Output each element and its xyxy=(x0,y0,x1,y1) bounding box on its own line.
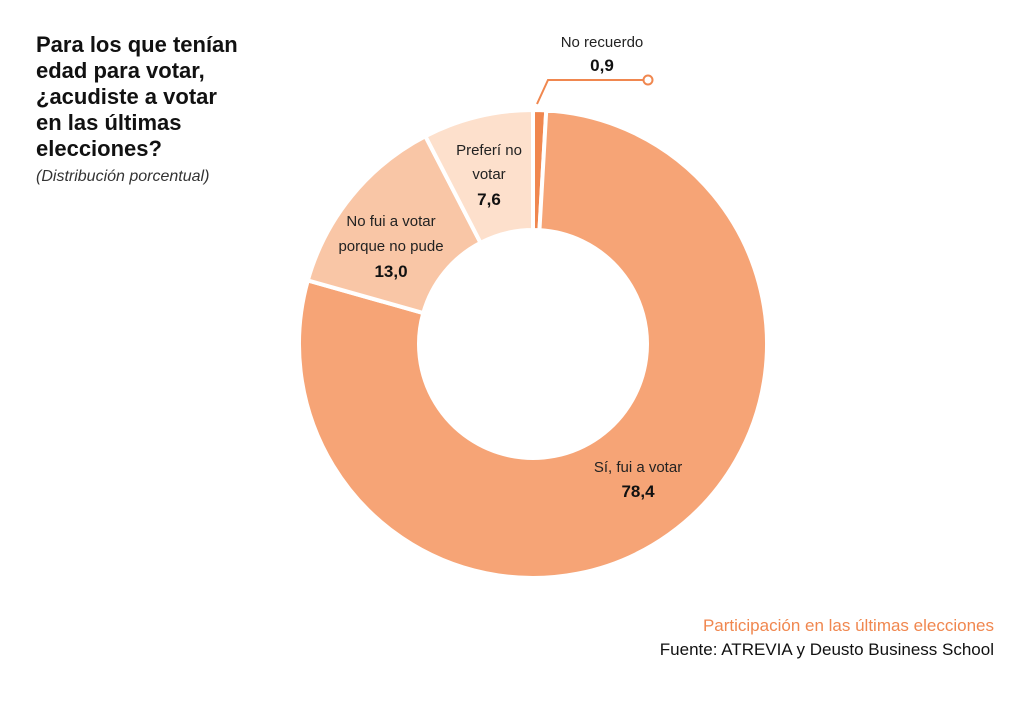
footer: Participación en las últimas elecciones … xyxy=(660,614,994,662)
slice-value-preferi: 7,6 xyxy=(477,190,501,209)
slice-label-no-pude: No fui a votar porque no pude 13,0 xyxy=(338,213,443,281)
donut-slice-preferi xyxy=(422,107,535,246)
donut-slice-si-fui xyxy=(297,108,769,580)
slice-value-no-pude: 13,0 xyxy=(374,262,407,281)
leader-line xyxy=(536,79,648,105)
chart-subtitle: (Distribución porcentual) xyxy=(36,168,210,185)
donut-slice-no-pude xyxy=(305,133,484,316)
slice-name-no-recuerdo: No recuerdo xyxy=(561,34,644,51)
slice-label-preferi: Preferí no votar 7,6 xyxy=(456,142,522,209)
donut-slices xyxy=(297,107,769,580)
footer-note: Participación en las últimas elecciones xyxy=(702,616,994,635)
chart-title: Para los que tenían edad para votar, ¿ac… xyxy=(36,32,238,161)
slice-name-preferi-line1: Preferí no xyxy=(456,142,522,159)
leader-endpoint xyxy=(642,74,654,86)
footer-source: Fuente: ATREVIA y Deusto Business School xyxy=(659,640,994,659)
slice-name-no-pude-line2: porque no pude xyxy=(338,238,443,255)
slice-name-si-fui: Sí, fui a votar xyxy=(594,459,682,476)
slice-value-si-fui: 78,4 xyxy=(621,482,655,501)
slice-name-preferi-line2: votar xyxy=(472,166,505,183)
slice-label-no-recuerdo: No recuerdo 0,9 xyxy=(561,34,644,75)
slice-label-si-fui: Sí, fui a votar 78,4 xyxy=(594,459,682,501)
slice-name-no-pude-line1: No fui a votar xyxy=(346,213,435,230)
leader-line-group xyxy=(536,74,654,105)
slice-value-no-recuerdo: 0,9 xyxy=(590,56,614,75)
